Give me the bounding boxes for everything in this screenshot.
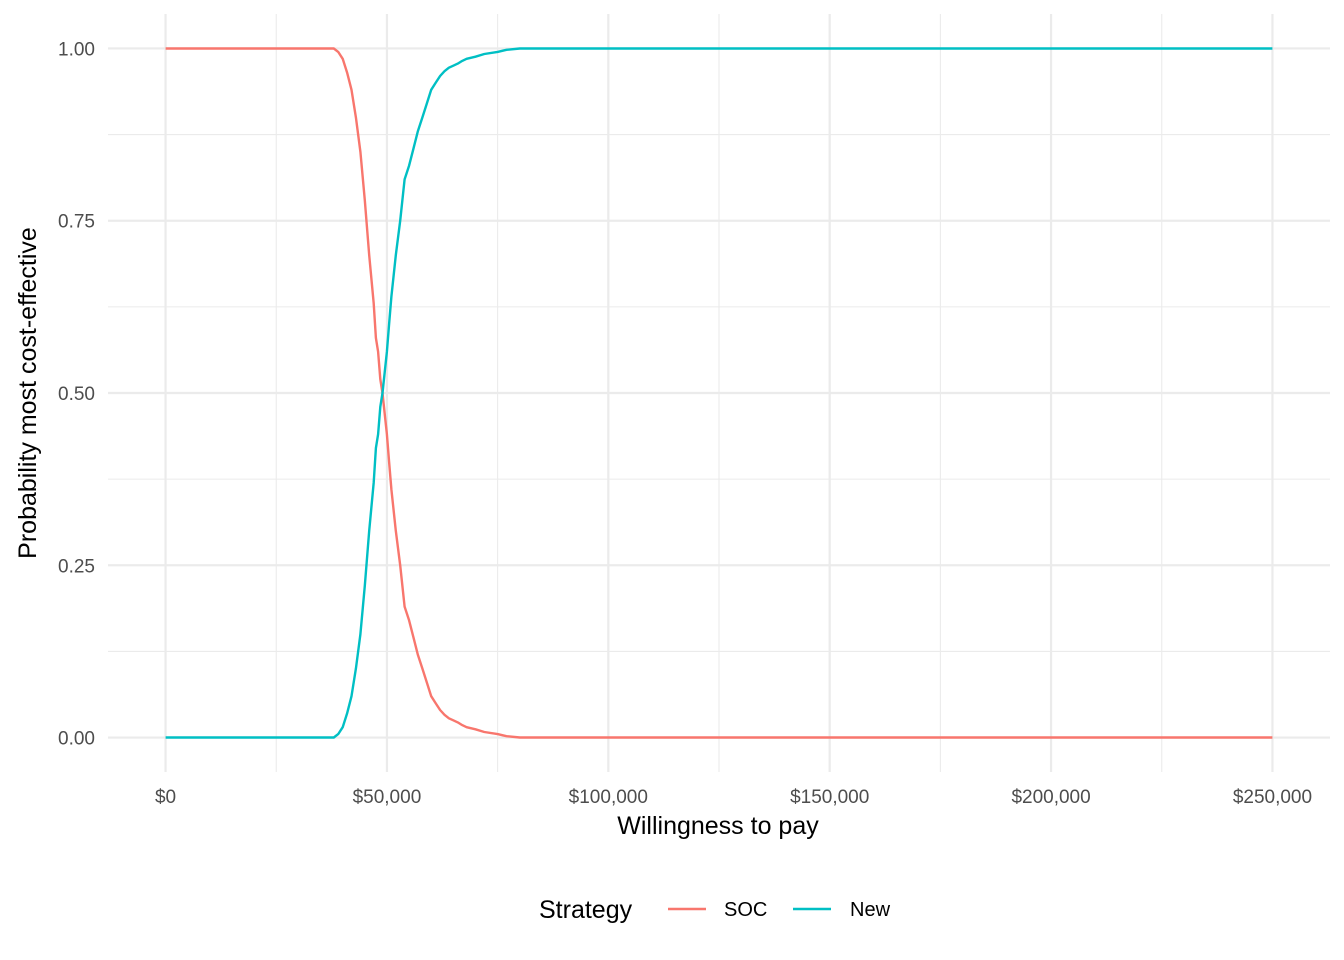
y-tick-label: 0.25 — [58, 556, 95, 577]
x-axis-title: Willingness to pay — [617, 812, 819, 840]
series-lines — [165, 47, 1273, 739]
x-tick-label: $200,000 — [1011, 787, 1090, 808]
x-tick-label: $100,000 — [569, 787, 648, 808]
x-tick-label: $150,000 — [790, 787, 869, 808]
y-tick-label: 0.75 — [58, 212, 95, 233]
x-tick-label: $250,000 — [1233, 787, 1312, 808]
series-line-soc — [165, 47, 1273, 739]
grid-lines — [108, 14, 1330, 772]
series-line-new — [165, 47, 1273, 739]
y-tick-label: 1.00 — [58, 39, 95, 60]
y-tick-label: 0.00 — [58, 729, 95, 750]
y-axis-tick-labels: 0.00 0.25 0.50 0.75 1.00 — [58, 39, 95, 749]
legend: Strategy SOC New — [539, 896, 891, 924]
legend-label-new: New — [850, 899, 891, 921]
x-tick-label: $0 — [155, 787, 176, 808]
legend-label-soc: SOC — [724, 899, 767, 921]
x-axis-tick-labels: $0 $50,000 $100,000 $150,000 $200,000 $250,00… — [155, 787, 1312, 808]
x-tick-label: $50,000 — [353, 787, 422, 808]
y-tick-label: 0.50 — [58, 384, 95, 405]
legend-title: Strategy — [539, 896, 633, 924]
y-axis-title: Probability most cost-effective — [14, 227, 42, 559]
